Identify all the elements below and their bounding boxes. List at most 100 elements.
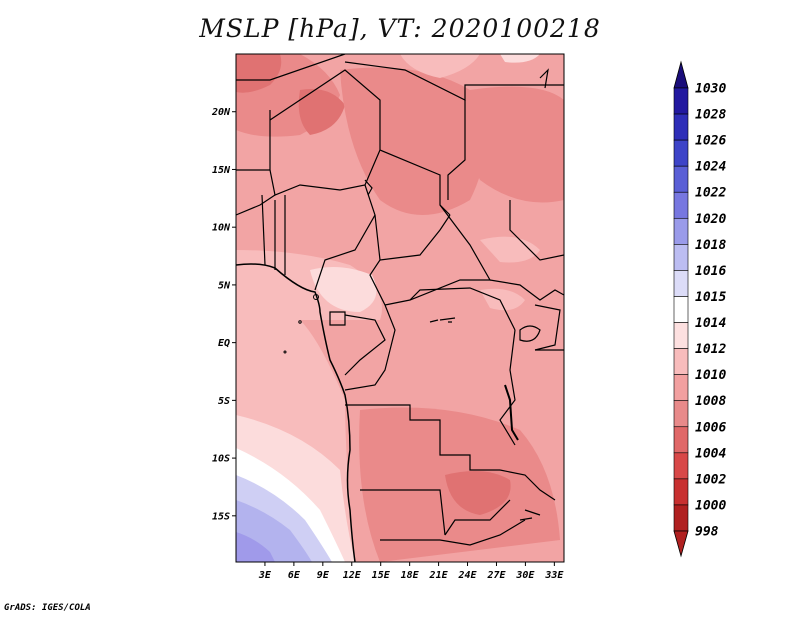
- ridge-north-lighter: [500, 54, 540, 63]
- bioko-island: [313, 294, 319, 300]
- colorbar-segment: [673, 87, 689, 115]
- border-nigeria-cameroon: [314, 184, 376, 291]
- colorbar-segment: [673, 165, 689, 193]
- border-zambia-mozambique: [499, 469, 556, 501]
- border-burkina: [236, 194, 276, 216]
- colorbar-segment: [673, 504, 689, 532]
- annobon-island: [283, 350, 287, 354]
- border-caprivi: [444, 499, 511, 536]
- low-sudan-area: [466, 86, 564, 203]
- cameroon-light: [310, 266, 377, 312]
- colorbar-label: 1020: [695, 212, 726, 227]
- low-sahara-core: [298, 89, 345, 135]
- border-chad-car: [379, 214, 451, 261]
- lon-tick-label: 27E: [486, 570, 506, 581]
- border-mauritania-mali: [236, 54, 346, 81]
- lon-tick-label: 6E: [288, 570, 301, 581]
- lon-tick-label: 33E: [544, 570, 564, 581]
- lat-tick-label: EQ: [218, 338, 230, 349]
- colorbar-label: 1002: [695, 472, 726, 487]
- colorbar-segment: [673, 322, 689, 349]
- colorbar-label: 1028: [695, 108, 726, 123]
- lat-tick-label: 15N: [212, 165, 231, 176]
- latitude-axis: 20N 15N 10N 5N EQ 5S 10S 15S: [211, 107, 236, 522]
- lake-kariba: [519, 509, 541, 521]
- nile-delta: [539, 68, 549, 89]
- low-nw-core: [236, 54, 282, 93]
- congo-river: [429, 317, 456, 323]
- colorbar-segment: [673, 113, 689, 141]
- colorbar-segment: [673, 478, 689, 506]
- lon-tick-label: 3E: [258, 570, 272, 581]
- colorbar-label: 1016: [695, 264, 726, 279]
- lat-tick-label: 5S: [218, 396, 230, 407]
- colorbar-label: 1018: [695, 238, 726, 253]
- colorbar-label: 1015: [695, 290, 726, 305]
- lon-tick-label: 24E: [457, 570, 477, 581]
- colorbar-label: 1026: [695, 134, 726, 149]
- border-angola-drc: [345, 404, 500, 471]
- colorbar-label: 998: [695, 525, 719, 540]
- country-borders: [236, 54, 564, 562]
- colorbar-label: 1030: [695, 82, 726, 97]
- border-congo-drc: [344, 304, 396, 391]
- grads-credit: GrADS: IGES/COLA: [4, 603, 91, 613]
- colorbar-label: 1000: [695, 498, 726, 513]
- lake-chad: [364, 179, 373, 196]
- colorbar-segment: [673, 348, 689, 375]
- border-mali-algeria: [269, 69, 381, 150]
- islands: [283, 294, 319, 354]
- lake-tanganyika: [504, 384, 519, 441]
- colorbar-segment: [673, 296, 689, 323]
- colorbar-segment: [673, 139, 689, 167]
- colorbar-label: 1022: [695, 186, 726, 201]
- colorbar-label: 1024: [695, 160, 726, 175]
- border-ghana-togo: [261, 194, 266, 266]
- lon-tick-label: 21E: [429, 570, 449, 581]
- border-eq-guinea: [329, 311, 346, 326]
- colorbar-segment: [673, 191, 689, 219]
- lat-tick-label: 5N: [218, 280, 231, 291]
- border-drc-north: [409, 287, 516, 331]
- border-cameroon-car: [369, 214, 386, 306]
- colorbar: 1030 1028 1026 1024 1022 1020 1018 1016 1015 1014…: [673, 60, 726, 558]
- colorbar-label: 1004: [695, 446, 726, 461]
- border-chad-sudan: [447, 100, 466, 200]
- colorbar-segment: [673, 244, 689, 271]
- low-zambia-core: [445, 471, 511, 515]
- light-patch-east: [480, 236, 540, 263]
- border-niger-south: [269, 149, 381, 196]
- colorbar-top-arrow: [673, 60, 689, 89]
- lon-tick-label: 12E: [343, 570, 362, 581]
- colorbar-segment: [673, 374, 689, 402]
- colorbar-label: 1014: [695, 316, 726, 331]
- coastline-atlantic: [236, 263, 356, 562]
- border-namibia-botswana: [380, 519, 526, 546]
- pressure-field: [236, 54, 564, 562]
- lat-tick-label: 10N: [212, 223, 231, 234]
- lon-tick-label: 15E: [372, 570, 391, 581]
- border-gabon-congo: [344, 314, 386, 376]
- border-sudan-ethiopia: [509, 200, 564, 261]
- low-chad-area: [340, 67, 485, 215]
- border-drc-east: [499, 329, 516, 446]
- lat-tick-label: 10S: [212, 454, 230, 465]
- colorbar-segment: [673, 400, 689, 428]
- colorbar-segment: [673, 426, 689, 454]
- lon-tick-label: 18E: [401, 570, 420, 581]
- border-angola-namibia: [360, 489, 446, 536]
- colorbar-segment: [673, 217, 689, 245]
- ridge-north-light: [400, 54, 480, 78]
- lon-tick-label: 30E: [515, 570, 535, 581]
- sao-tome-island: [298, 320, 302, 324]
- lake-victoria: [519, 325, 541, 342]
- lat-tick-label: 15S: [212, 511, 230, 522]
- colorbar-segment: [673, 270, 689, 297]
- colorbar-label: 1006: [695, 420, 726, 435]
- lat-tick-label: 20N: [211, 107, 231, 118]
- light-patch-east-2: [480, 288, 525, 311]
- border-south-sudan: [489, 279, 564, 301]
- colorbar-segment: [673, 452, 689, 480]
- colorbar-label: 1012: [695, 342, 726, 357]
